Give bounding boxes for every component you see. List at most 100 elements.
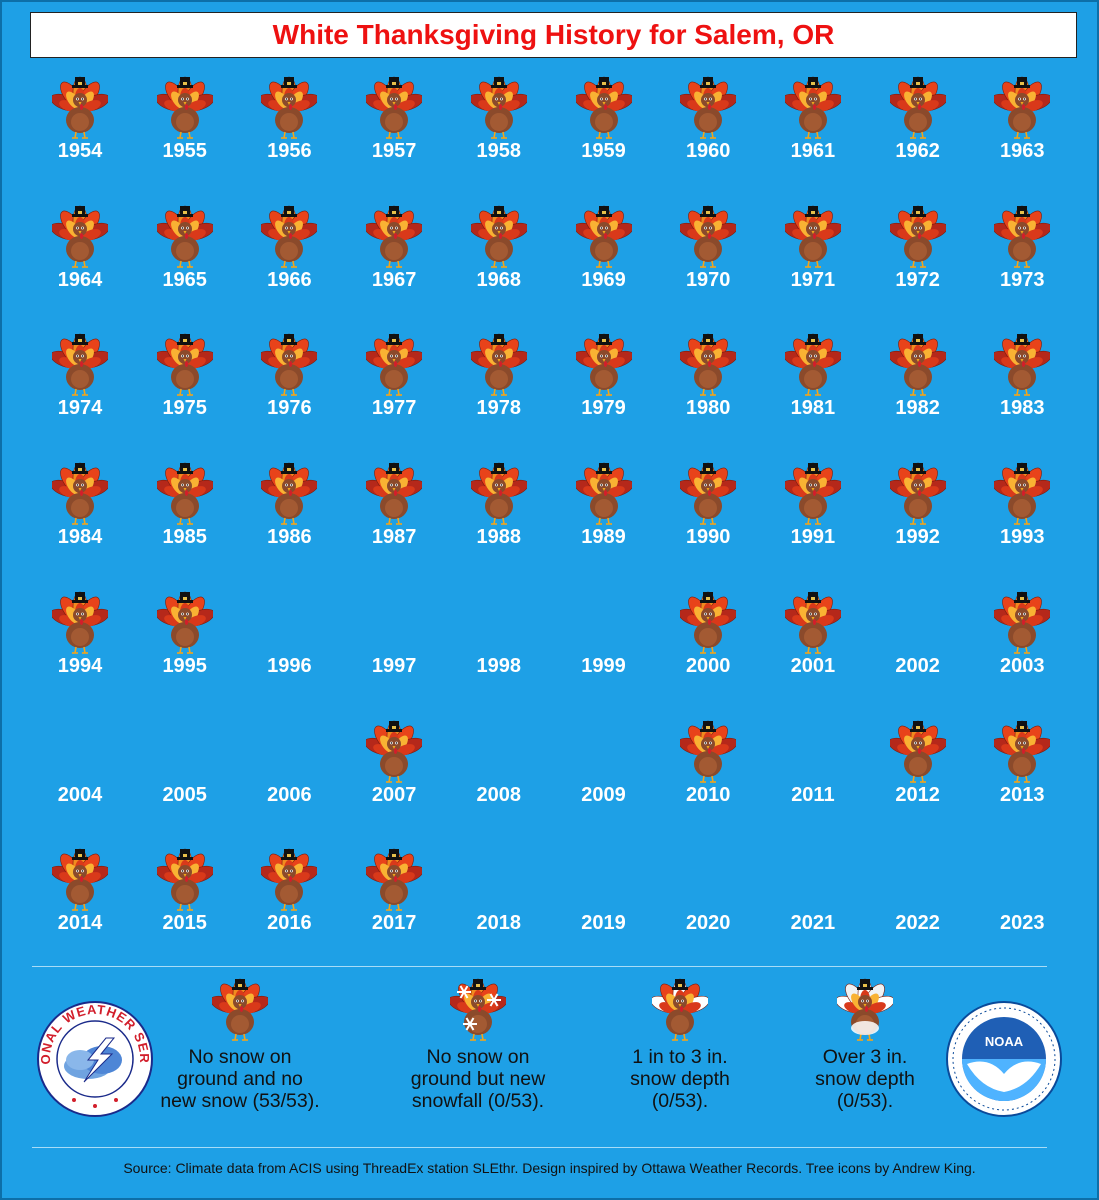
year-cell: 1969: [552, 201, 656, 329]
year-label: 2009: [581, 783, 626, 806]
year-cell: 1957: [342, 72, 446, 200]
year-cell: 2022: [866, 844, 970, 972]
year-cell: 1961: [761, 72, 865, 200]
year-cell: 2010: [656, 716, 760, 844]
year-label: 2015: [162, 912, 207, 935]
year-label: 1990: [685, 526, 731, 549]
year-cell: 2021: [761, 844, 865, 972]
turkey-icon: [364, 462, 424, 526]
year-cell: 2007: [342, 716, 446, 844]
turkey-icon: [155, 462, 215, 526]
year-label: 1966: [267, 268, 312, 291]
year-cell: 2005: [133, 716, 237, 844]
year-label: 2018: [476, 912, 522, 935]
turkey-icon: [469, 205, 529, 269]
legend-text: Over 3 in. snow depth (0/53).: [815, 1046, 915, 1112]
turkey-icon: [259, 462, 320, 526]
year-cell: 1985: [133, 458, 237, 586]
year-label: 1991: [790, 526, 836, 549]
year-cell: 1959: [552, 72, 656, 200]
year-label: 1967: [371, 268, 417, 291]
turkey-icon: [469, 333, 529, 397]
year-cell: 2017: [342, 844, 446, 972]
year-cell: 1955: [133, 72, 237, 200]
year-cell: 1980: [656, 329, 760, 457]
turkey-snowflake-icon: [448, 978, 508, 1042]
turkey-icon: [783, 333, 843, 397]
year-label: 1988: [476, 526, 522, 549]
year-label: 2012: [895, 783, 940, 806]
turkey-icon: [155, 76, 215, 140]
year-cell: 1962: [866, 72, 970, 200]
turkey-icon: [155, 591, 215, 655]
year-label: 1996: [267, 654, 312, 677]
year-cell: 1968: [447, 201, 551, 329]
year-label: 1989: [581, 526, 626, 549]
year-label: 2016: [267, 912, 312, 935]
year-cell: 2006: [237, 716, 341, 844]
source-note: Source: Climate data from ACIS using Thr…: [123, 1160, 976, 1176]
turkey-icon: [573, 333, 634, 397]
turkey-icon: [210, 978, 270, 1042]
page-title: White Thanksgiving History for Salem, OR: [272, 19, 835, 50]
year-cell: 2002: [866, 587, 970, 715]
year-cell: 1981: [761, 329, 865, 457]
turkey-snow-heavy-icon: [835, 978, 895, 1042]
turkey-icon: [50, 848, 110, 912]
turkey-icon: [50, 462, 110, 526]
year-label: 1982: [895, 397, 940, 420]
turkey-icon: [573, 76, 634, 140]
year-label: 2019: [581, 912, 626, 935]
year-cell: 1978: [447, 329, 551, 457]
turkey-icon: [573, 205, 634, 269]
year-label: 1995: [162, 654, 207, 677]
noaa-logo-icon: NOAA: [945, 1000, 1063, 1118]
turkey-icon: [783, 591, 843, 655]
year-grid: 1954 1955 1956 1957 1958 1959 1960 1961 1962 1963…: [28, 72, 1072, 952]
turkey-icon: [364, 205, 424, 269]
year-cell: 1963: [970, 72, 1074, 200]
year-label: 2020: [685, 912, 731, 935]
year-cell: 1986: [237, 458, 341, 586]
year-label: 2002: [895, 654, 940, 677]
year-label: 2004: [57, 783, 103, 806]
year-label: 1958: [476, 140, 522, 162]
turkey-icon: [992, 591, 1052, 655]
year-label: 1997: [371, 654, 417, 677]
year-label: 2011: [791, 783, 835, 806]
year-cell: 2012: [866, 716, 970, 844]
year-cell: 1989: [552, 458, 656, 586]
year-cell: 2009: [552, 716, 656, 844]
year-cell: 1975: [133, 329, 237, 457]
year-cell: 1979: [552, 329, 656, 457]
legend-item: No snow on ground but new snowfall (0/53…: [378, 978, 578, 1112]
turkey-icon: [155, 848, 215, 912]
year-cell: 1965: [133, 201, 237, 329]
turkey-icon: [50, 333, 110, 397]
year-cell: 2019: [552, 844, 656, 972]
year-label: 2022: [895, 912, 940, 935]
turkey-icon: [887, 720, 948, 784]
year-label: 1961: [790, 140, 836, 162]
year-label: 1983: [1000, 397, 1045, 420]
year-label: 1992: [895, 526, 940, 549]
noaa-logo-text: NOAA: [985, 1034, 1024, 1049]
year-label: 1968: [476, 268, 522, 291]
year-label: 1980: [685, 397, 731, 420]
year-label: 1956: [267, 140, 312, 162]
year-cell: 1964: [28, 201, 132, 329]
year-label: 1955: [162, 140, 207, 162]
year-cell: 1995: [133, 587, 237, 715]
year-cell: 2004: [28, 716, 132, 844]
turkey-icon: [992, 76, 1052, 140]
year-label: 1993: [1000, 526, 1045, 549]
year-label: 1973: [1000, 268, 1045, 291]
year-cell: 2011: [761, 716, 865, 844]
year-cell: 2015: [133, 844, 237, 972]
year-cell: 2001: [761, 587, 865, 715]
year-cell: 1970: [656, 201, 760, 329]
year-cell: 1993: [970, 458, 1074, 586]
year-cell: 2016: [237, 844, 341, 972]
divider-bottom: [32, 1147, 1047, 1148]
